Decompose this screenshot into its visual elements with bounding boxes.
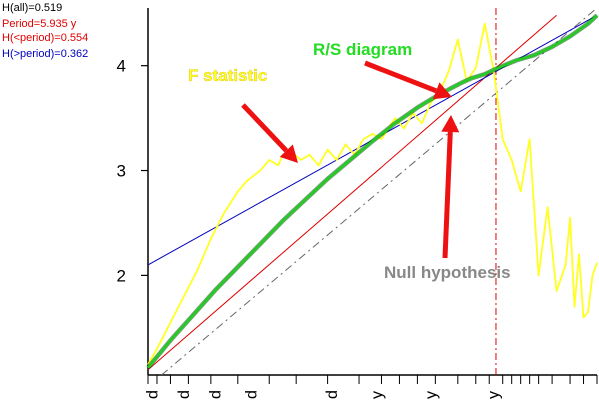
y-tick-label: 4 (117, 57, 126, 76)
y-tick-label: 3 (117, 162, 126, 181)
null-hypothesis-line (161, 7, 598, 376)
annotation-label: F statistic (188, 66, 267, 85)
rs-series-line (147, 14, 598, 369)
x-unit-label: y (369, 391, 386, 399)
x-unit-label: d (144, 390, 161, 399)
y-tick-label: 2 (117, 266, 126, 285)
x-unit-label: y (486, 391, 503, 399)
annotation-label: R/S diagram (313, 40, 412, 59)
annotation-arrow (364, 60, 452, 100)
annotation-label: Null hypothesis (384, 263, 511, 282)
x-unit-label: d (176, 390, 193, 399)
x-unit-label: y (423, 391, 440, 399)
f-statistic-line (147, 22, 598, 365)
stat-h-all: H(all)=0.519 (2, 2, 63, 14)
x-unit-label: d (243, 390, 260, 399)
stat-h-above-period: H(>period)=0.362 (2, 48, 89, 60)
annotation-arrow (441, 115, 460, 259)
stat-h-below-period: H(<period)=0.554 (2, 32, 89, 44)
stat-period: Period=5.935 y (2, 18, 77, 30)
x-unit-label: d (207, 390, 224, 399)
x-unit-label: d (324, 390, 341, 399)
annotation-arrow (241, 103, 298, 163)
